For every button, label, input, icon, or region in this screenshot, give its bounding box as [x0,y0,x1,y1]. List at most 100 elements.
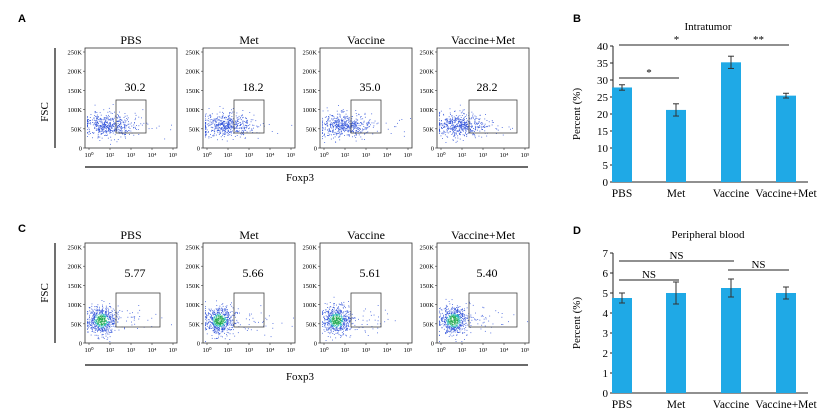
flow-ytick-label: 0 [431,341,434,348]
y-tick-label: 4 [603,308,609,320]
y-tick-label: 3 [603,328,609,340]
flow-xtick-label: 10⁵ [169,152,178,159]
flow-plot-title: Met [239,33,259,47]
x-tick-label: Vaccine [713,188,749,200]
y-tick-label: 20 [597,109,609,121]
flow-xtick-label: 10² [106,347,115,354]
flow-xtick-label: 10⁴ [500,347,510,354]
bar-vaccine-met [776,293,796,393]
flow-ytick-label: 100K [303,107,318,114]
flow-ytick-label: 200K [68,264,83,271]
flow-ytick-label: 100K [303,302,318,309]
flow-gate-percent: 5.61 [360,266,381,280]
flow-ytick-label: 150K [186,283,201,290]
y-tick-label: 25 [597,92,609,104]
x-tick-label: Vaccine+Met [755,399,817,411]
flow-ytick-label: 0 [314,146,317,153]
y-tick-label: 1 [603,368,609,380]
flow-plot-title: Met [239,228,259,242]
panel-a-foxp3-label: Foxp3 [286,172,315,184]
significance-label: NS [751,259,765,271]
flow-ytick-label: 200K [420,69,435,76]
flow-xtick-label: 10² [458,347,467,354]
flow-xtick-label: 10⁰ [84,151,94,159]
flow-xtick-label: 10⁰ [436,346,446,354]
flow-ytick-label: 50K [423,126,435,133]
bar-chart-d: Peripheral blood Percent (%) 0 1 2 3 4 5 6 7 PBS Me… [571,229,818,411]
flow-ytick-label: 250K [420,50,435,57]
flow-dots [87,104,172,145]
flow-ytick-label: 200K [186,69,201,76]
flow-ytick-label: 250K [420,245,435,252]
x-tick-label: PBS [612,188,632,200]
flow-xtick-label: 10³ [362,152,371,159]
flow-gate-percent: 5.66 [243,266,264,280]
flow-plot-frame [319,47,413,149]
flow-plot-title: Vaccine+Met [451,33,516,47]
flow-ytick-label: 200K [420,264,435,271]
flow-ytick-label: 0 [314,341,317,348]
flow-ytick-label: 200K [303,69,318,76]
y-tick-label: 10 [597,143,609,155]
flow-xtick-label: 10⁰ [319,346,329,354]
bar-chart-ylabel: Percent (%) [571,88,583,141]
flow-xtick-label: 10⁰ [202,151,212,159]
bar-chart-ylabel: Percent (%) [571,297,583,350]
bar-vaccine [721,62,741,182]
y-tick-label: 5 [603,288,609,300]
flow-xtick-label: 10⁴ [148,152,158,159]
bar-pbs [612,87,632,182]
flow-xtick-label: 10² [341,347,350,354]
flow-plot-frame [202,47,296,149]
flow-gate-percent: 35.0 [360,80,381,94]
panel-letter-d: D [573,225,581,237]
flow-ytick-label: 50K [189,321,201,328]
flow-ytick-label: 250K [303,50,318,57]
panel-c-fsc-label: FSC [39,283,51,303]
flow-ytick-label: 150K [68,88,83,95]
flow-ytick-label: 50K [71,321,83,328]
flow-xtick-label: 10⁵ [287,347,296,354]
flow-plot-title: PBS [120,228,141,242]
bar-vaccine [721,288,741,393]
flow-xtick-label: 10³ [479,347,488,354]
x-tick-label: Vaccine+Met [755,188,817,200]
flow-gate [233,292,265,328]
bar-chart-title: Intratumor [684,21,731,33]
significance-label: * [646,67,652,79]
bar-chart-b: Intratumor Percent (%) 0 5 10 15 20 25 30 35 40 PBS… [571,21,818,200]
flow-dots [322,296,396,341]
flow-xtick-label: 10³ [479,152,488,159]
flow-xtick-label: 10⁵ [404,347,413,354]
y-tick-label: 2 [603,348,609,360]
flow-gate-percent: 5.40 [477,266,498,280]
flow-ytick-label: 0 [197,146,200,153]
flow-xtick-label: 10² [458,152,467,159]
significance-label: NS [669,250,683,262]
flow-ytick-label: 50K [189,126,201,133]
bar-chart-title: Peripheral blood [671,229,745,241]
flow-xtick-label: 10⁰ [436,151,446,159]
flow-dots [439,298,528,342]
flow-ytick-label: 150K [420,88,435,95]
bar-pbs [612,298,632,393]
flow-ytick-label: 150K [68,283,83,290]
flow-ytick-label: 0 [79,341,82,348]
flow-plot-frame [436,47,530,149]
flow-gate-percent: 28.2 [477,80,498,94]
flow-ytick-label: 250K [186,50,201,57]
flow-xtick-label: 10⁵ [521,347,530,354]
y-tick-label: 7 [603,248,609,260]
significance-label: ** [753,34,764,46]
flow-gate-percent: 30.2 [125,80,146,94]
flow-xtick-label: 10⁴ [266,347,276,354]
flow-xtick-label: 10⁵ [169,347,178,354]
flow-gate [468,292,518,328]
flow-xtick-label: 10⁵ [404,152,413,159]
